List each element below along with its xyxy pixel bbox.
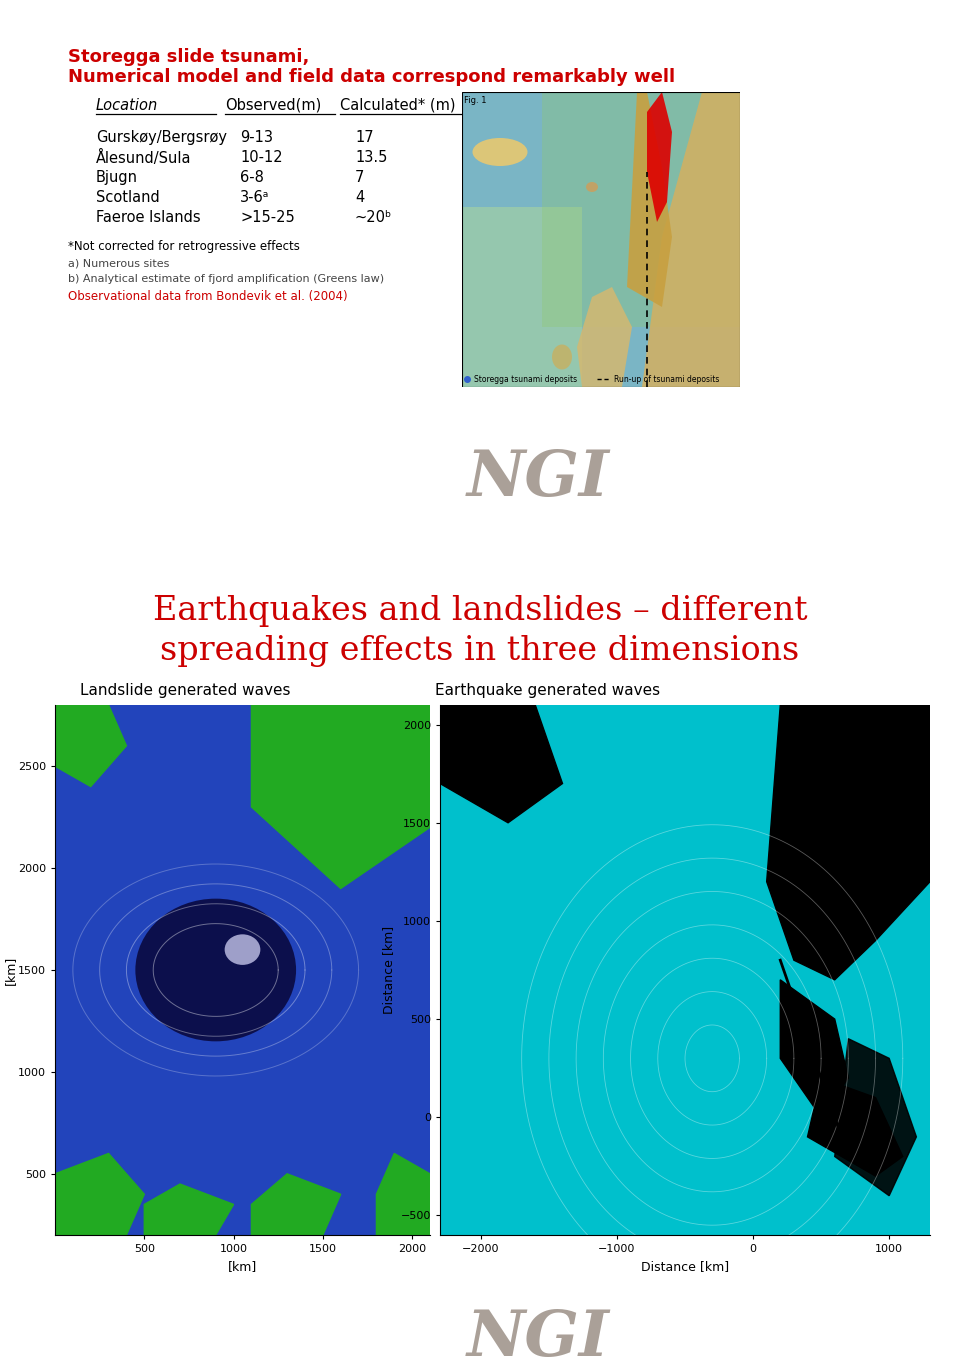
Text: 10-12: 10-12: [240, 150, 282, 165]
Bar: [462, 206, 582, 387]
Bar: [542, 92, 740, 327]
Text: Landslide generated waves: Landslide generated waves: [80, 684, 291, 699]
Polygon shape: [835, 1039, 917, 1196]
Polygon shape: [767, 705, 930, 980]
Text: b) Analytical estimate of fjord amplification (Greens law): b) Analytical estimate of fjord amplific…: [68, 273, 384, 284]
Polygon shape: [577, 287, 632, 387]
Text: NGI: NGI: [467, 1308, 609, 1367]
Polygon shape: [440, 705, 563, 823]
Text: Numerical model and field data correspond remarkably well: Numerical model and field data correspon…: [68, 68, 675, 86]
Text: Faeroe Islands: Faeroe Islands: [96, 211, 201, 226]
Polygon shape: [376, 1154, 430, 1234]
Text: Location: Location: [96, 98, 158, 113]
Text: Observed(m): Observed(m): [225, 98, 322, 113]
Text: 9-13: 9-13: [240, 130, 273, 145]
Polygon shape: [144, 1184, 233, 1234]
Polygon shape: [627, 92, 672, 308]
X-axis label: [km]: [km]: [228, 1259, 257, 1273]
Text: Run-up of tsunami deposits: Run-up of tsunami deposits: [614, 375, 719, 384]
Polygon shape: [252, 1174, 341, 1234]
Text: spreading effects in three dimensions: spreading effects in three dimensions: [160, 636, 800, 667]
Text: 3-6ᵃ: 3-6ᵃ: [240, 190, 270, 205]
Polygon shape: [55, 705, 127, 786]
Text: 7: 7: [355, 170, 365, 185]
Text: ~20ᵇ: ~20ᵇ: [355, 211, 393, 226]
X-axis label: Distance [km]: Distance [km]: [641, 1259, 729, 1273]
Text: [km]: [km]: [4, 956, 16, 984]
Polygon shape: [807, 1079, 902, 1176]
Text: Calculated* (m): Calculated* (m): [340, 98, 455, 113]
Text: 4: 4: [355, 190, 364, 205]
Text: *Not corrected for retrogressive effects: *Not corrected for retrogressive effects: [68, 241, 300, 253]
Ellipse shape: [472, 138, 527, 165]
Polygon shape: [55, 1154, 144, 1234]
Ellipse shape: [135, 898, 296, 1042]
Text: Fig. 1: Fig. 1: [464, 96, 487, 105]
Ellipse shape: [785, 1009, 802, 1029]
Text: 6-8: 6-8: [240, 170, 264, 185]
Text: >15-25: >15-25: [240, 211, 295, 226]
Polygon shape: [647, 92, 672, 221]
Text: Earthquakes and landslides – different: Earthquakes and landslides – different: [153, 595, 807, 627]
Text: Earthquake generated waves: Earthquake generated waves: [435, 684, 660, 699]
Text: Gurskøy/Bergsrøy: Gurskøy/Bergsrøy: [96, 130, 227, 145]
Text: NGI: NGI: [467, 448, 609, 510]
Polygon shape: [252, 705, 430, 889]
Ellipse shape: [552, 344, 572, 369]
Text: Storegga tsunami deposits: Storegga tsunami deposits: [474, 375, 577, 384]
Polygon shape: [780, 980, 849, 1117]
Text: Scotland: Scotland: [96, 190, 159, 205]
Text: Ålesund/Sula: Ålesund/Sula: [96, 150, 191, 165]
Ellipse shape: [225, 934, 260, 965]
Text: Bjugn: Bjugn: [96, 170, 138, 185]
Y-axis label: Distance [km]: Distance [km]: [382, 925, 396, 1014]
Text: Observational data from Bondevik et al. (2004): Observational data from Bondevik et al. …: [68, 290, 348, 303]
Polygon shape: [642, 92, 740, 387]
Text: a) Numerous sites: a) Numerous sites: [68, 258, 169, 268]
Text: Storegga slide tsunami,: Storegga slide tsunami,: [68, 48, 309, 66]
Text: 17: 17: [355, 130, 373, 145]
Text: 13.5: 13.5: [355, 150, 388, 165]
Ellipse shape: [586, 182, 598, 191]
